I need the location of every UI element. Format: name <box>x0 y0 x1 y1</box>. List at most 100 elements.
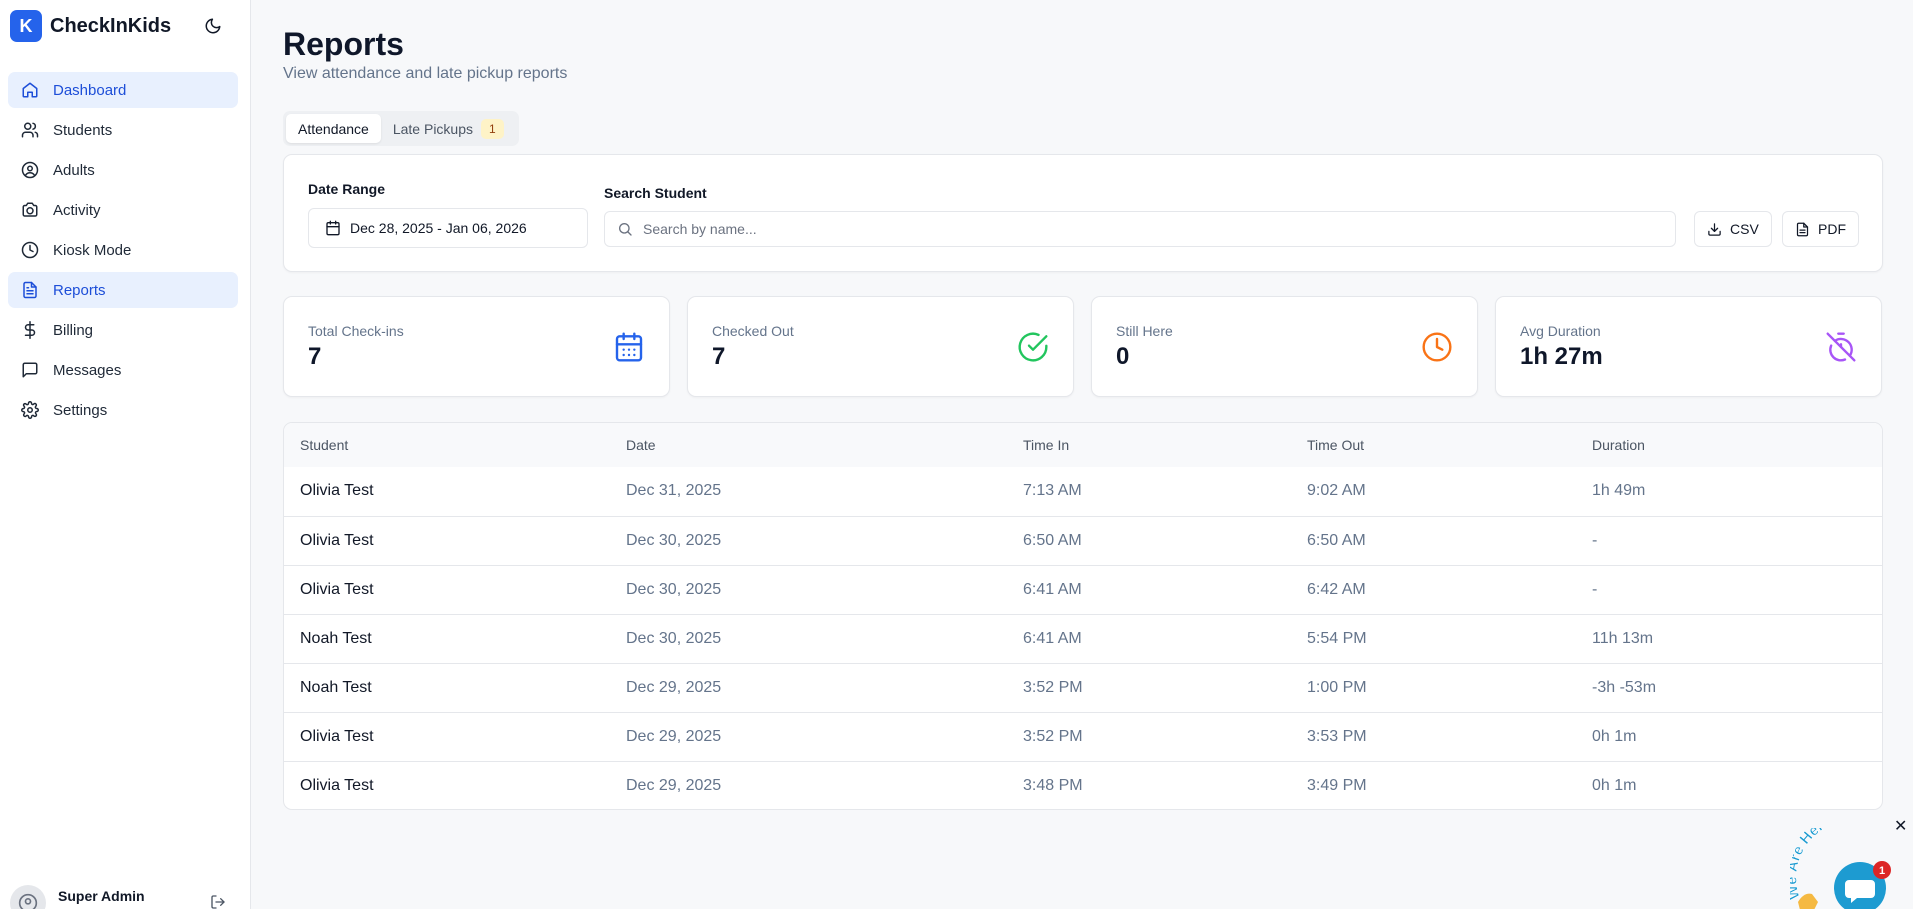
cell-date: Dec 29, 2025 <box>626 776 722 794</box>
cell-duration: - <box>1592 531 1598 549</box>
page-subtitle: View attendance and late pickup reports <box>283 65 568 82</box>
column-header[interactable]: Date <box>626 437 656 453</box>
cell-date: Dec 29, 2025 <box>626 727 722 745</box>
brand-logo: K <box>10 10 42 42</box>
user-name: Super Admin <box>58 888 145 904</box>
sidebar-item-messages[interactable]: Messages <box>8 352 238 388</box>
sidebar-item-adults[interactable]: Adults <box>8 152 238 188</box>
cell-student: Olivia Test <box>300 580 374 598</box>
cell-duration: 0h 1m <box>1592 727 1637 745</box>
sidebar-item-label: Settings <box>53 401 108 419</box>
report-tabs: Attendance Late Pickups 1 <box>283 111 519 146</box>
csv-label: CSV <box>1730 221 1759 237</box>
attendance-table: Student Date Time In Time Out Duration O… <box>283 422 1883 810</box>
sidebar-item-students[interactable]: Students <box>8 112 238 148</box>
stat-value: 0 <box>1116 343 1130 370</box>
clock-icon <box>1421 331 1453 363</box>
stat-label: Still Here <box>1116 323 1173 339</box>
check-circle-icon <box>1017 331 1049 363</box>
stat-label: Checked Out <box>712 323 794 339</box>
cell-time-out: 1:00 PM <box>1307 678 1367 696</box>
stat-avg-duration: Avg Duration 1h 27m <box>1495 296 1882 397</box>
brand[interactable]: K CheckInKids <box>10 10 171 42</box>
sidebar-item-reports[interactable]: Reports <box>8 272 238 308</box>
file-text-icon <box>20 280 40 300</box>
table-row[interactable]: Noah Test Dec 30, 2025 6:41 AM 5:54 PM 11h 1… <box>284 614 1882 663</box>
sidebar-item-dashboard[interactable]: Dashboard <box>8 72 238 108</box>
search-field[interactable] <box>604 211 1676 247</box>
stat-value: 7 <box>712 343 726 370</box>
table-row[interactable]: Olivia Test Dec 30, 2025 6:41 AM 6:42 AM - <box>284 565 1882 614</box>
table-row[interactable]: Olivia Test Dec 29, 2025 3:52 PM 3:53 PM 0h … <box>284 712 1882 761</box>
column-header[interactable]: Duration <box>1592 437 1645 453</box>
gear-icon <box>20 400 40 420</box>
stat-total-checkins: Total Check-ins 7 <box>283 296 670 397</box>
cell-time-out: 3:53 PM <box>1307 727 1367 745</box>
cell-time-in: 3:52 PM <box>1023 678 1083 696</box>
cell-student: Noah Test <box>300 629 372 647</box>
table-row[interactable]: Olivia Test Dec 31, 2025 7:13 AM 9:02 AM 1h … <box>284 467 1882 516</box>
sidebar: K CheckInKids Dashboard Students Adults … <box>0 0 251 909</box>
calendar-icon <box>613 331 645 363</box>
home-icon <box>20 80 40 100</box>
filter-card: Date Range Dec 28, 2025 - Jan 06, 2026 S… <box>283 154 1883 272</box>
tab-attendance[interactable]: Attendance <box>286 114 381 143</box>
csv-export-button[interactable]: CSV <box>1694 211 1772 247</box>
date-range-label: Date Range <box>308 181 386 197</box>
chat-widget[interactable]: We Are Here! 1 <box>1783 810 1913 909</box>
date-range-picker[interactable]: Dec 28, 2025 - Jan 06, 2026 <box>308 208 588 248</box>
cell-duration: - <box>1592 580 1598 598</box>
avatar <box>10 885 46 909</box>
tab-late-pickups[interactable]: Late Pickups 1 <box>381 114 516 143</box>
table-row[interactable]: Olivia Test Dec 30, 2025 6:50 AM 6:50 AM - <box>284 516 1882 565</box>
column-header[interactable]: Time In <box>1023 437 1070 453</box>
sidebar-item-activity[interactable]: Activity <box>8 192 238 228</box>
cell-time-out: 6:42 AM <box>1307 580 1366 598</box>
cell-student: Olivia Test <box>300 531 374 549</box>
sidebar-item-settings[interactable]: Settings <box>8 392 238 428</box>
cell-duration: 11h 13m <box>1592 629 1654 647</box>
cell-date: Dec 30, 2025 <box>626 629 722 647</box>
stat-value: 1h 27m <box>1520 343 1603 370</box>
cell-student: Olivia Test <box>300 482 374 500</box>
column-header[interactable]: Student <box>300 437 349 453</box>
cell-date: Dec 29, 2025 <box>626 678 722 696</box>
cell-time-out: 5:54 PM <box>1307 629 1367 647</box>
user-circle-icon <box>20 160 40 180</box>
table-row[interactable]: Noah Test Dec 29, 2025 3:52 PM 1:00 PM -3h -… <box>284 663 1882 712</box>
stat-still-here: Still Here 0 <box>1091 296 1478 397</box>
cell-duration: -3h -53m <box>1592 678 1657 696</box>
sidebar-item-kiosk-mode[interactable]: Kiosk Mode <box>8 232 238 268</box>
late-pickups-badge: 1 <box>481 118 504 139</box>
sidebar-item-label: Activity <box>53 201 101 219</box>
cell-date: Dec 30, 2025 <box>626 580 722 598</box>
sidebar-item-label: Messages <box>53 361 122 379</box>
user-menu[interactable]: Super Admin <box>10 880 240 909</box>
column-header[interactable]: Time Out <box>1307 437 1365 453</box>
chat-widget-text: We Are Here! <box>1790 828 1838 901</box>
logout-icon[interactable] <box>210 894 228 909</box>
sidebar-nav: Dashboard Students Adults Activity Kiosk… <box>8 72 238 432</box>
sidebar-item-label: Reports <box>53 281 106 299</box>
tab-label: Attendance <box>298 120 369 137</box>
cell-duration: 1h 49m <box>1592 482 1646 500</box>
search-icon <box>617 221 633 237</box>
sidebar-item-label: Adults <box>53 161 95 179</box>
cell-time-in: 3:48 PM <box>1023 776 1083 794</box>
stat-checked-out: Checked Out 7 <box>687 296 1074 397</box>
search-input[interactable] <box>643 221 1623 237</box>
search-student-label: Search Student <box>604 185 707 201</box>
sidebar-item-label: Kiosk Mode <box>53 241 132 259</box>
sidebar-item-label: Students <box>53 121 113 139</box>
moon-icon[interactable] <box>200 13 226 39</box>
cell-time-in: 6:41 AM <box>1023 580 1082 598</box>
sidebar-item-billing[interactable]: Billing <box>8 312 238 348</box>
pdf-export-button[interactable]: PDF <box>1782 211 1859 247</box>
page-title: Reports <box>283 26 404 62</box>
cell-time-in: 6:50 AM <box>1023 531 1082 549</box>
stat-value: 7 <box>308 343 322 370</box>
brand-name: CheckInKids <box>50 14 172 37</box>
file-icon <box>1795 222 1810 237</box>
chat-close-button[interactable]: ✕ <box>1894 818 1908 835</box>
table-row[interactable]: Olivia Test Dec 29, 2025 3:48 PM 3:49 PM 0h … <box>284 761 1882 809</box>
